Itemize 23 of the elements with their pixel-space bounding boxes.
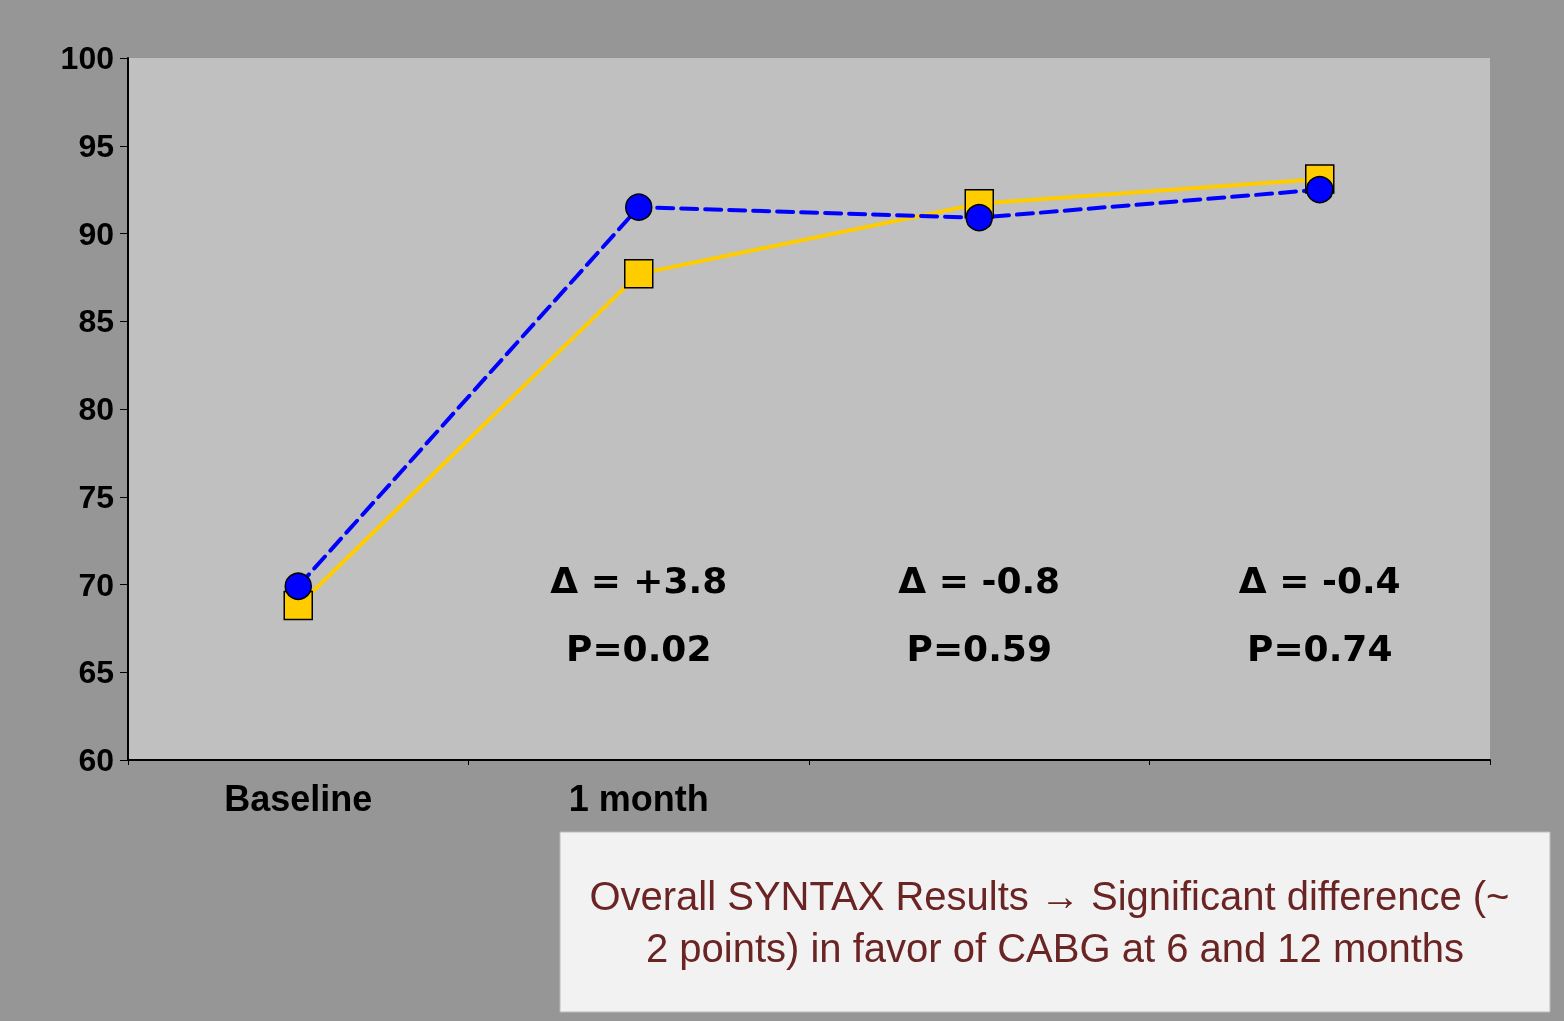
- y-tick-label: 75: [78, 478, 114, 515]
- y-tick-label: 100: [60, 40, 114, 76]
- annotation: Δ = +3.8: [550, 559, 728, 601]
- point: [1306, 175, 1334, 204]
- annotation: Δ = -0.4: [1238, 559, 1401, 601]
- y-tick-label: 95: [78, 127, 114, 164]
- point: [624, 259, 654, 289]
- annotation: P=0.02: [566, 627, 712, 669]
- x-tick-label: 1 month: [568, 777, 709, 819]
- x-tick-label: Baseline: [224, 777, 373, 819]
- y-tick-label: 60: [78, 742, 114, 778]
- y-tick-label: 85: [78, 303, 114, 340]
- annotation: Δ = -0.8: [898, 559, 1061, 601]
- point: [965, 203, 993, 232]
- point: [284, 572, 312, 600]
- y-tick-label: 65: [78, 654, 114, 691]
- annotation: P=0.59: [906, 627, 1052, 669]
- annotation: P=0.74: [1247, 627, 1393, 669]
- point: [625, 193, 653, 221]
- y-tick-label: 80: [78, 391, 114, 427]
- y-tick-label: 70: [78, 566, 114, 603]
- text: Overall SYNTAX Results → Significant difference (~ 2 points) in favor of CABG at 6 and 12 months: [589, 874, 1521, 970]
- y-tick-label: 90: [78, 215, 114, 252]
